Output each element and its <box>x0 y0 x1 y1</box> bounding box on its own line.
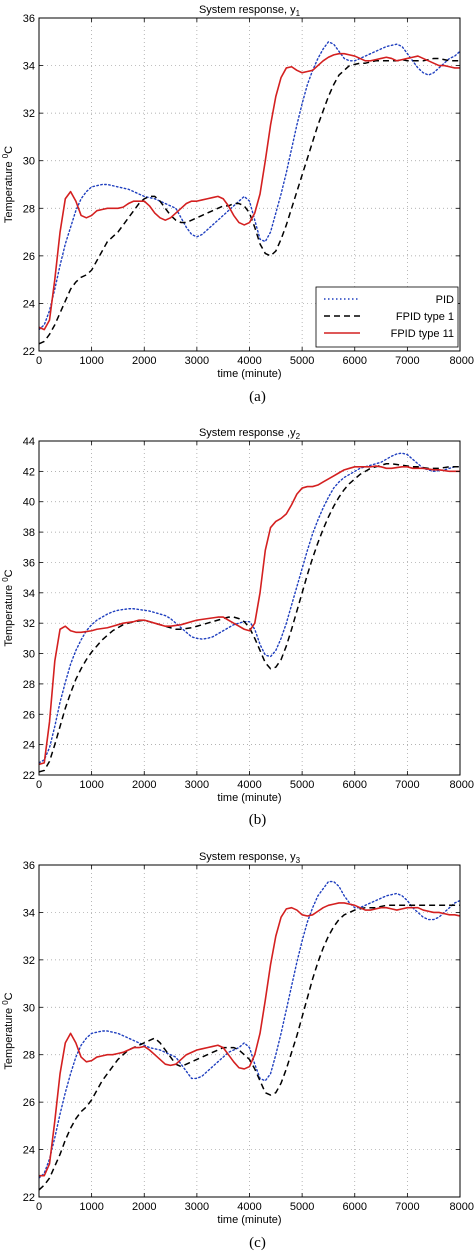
y-tick-label: 26 <box>23 1097 35 1109</box>
x-tick-label: 4000 <box>237 779 261 791</box>
y-tick-label: 28 <box>23 679 35 691</box>
y-tick-label: 44 <box>23 436 35 448</box>
legend: PID FPID type 1 FPID type 11 <box>315 286 459 348</box>
x-tick-label: 2000 <box>132 1201 156 1213</box>
x-tick-label: 5000 <box>290 1201 314 1213</box>
chart-title: System response, y1 <box>199 4 301 18</box>
series-line-1 <box>39 452 460 764</box>
y-tick-label: 36 <box>23 557 35 569</box>
x-tick-label: 8000 <box>450 779 474 791</box>
y-axis-label: Temperature 0C <box>1 146 15 223</box>
y-tick-label: 42 <box>23 466 35 478</box>
x-tick-label: 3000 <box>185 355 209 367</box>
legend-label: FPID type 11 <box>391 328 454 340</box>
y-tick-label: 24 <box>23 1145 35 1157</box>
x-tick-label: 7000 <box>395 1201 419 1213</box>
x-tick-label: 0 <box>36 779 42 791</box>
x-tick-label: 0 <box>36 355 42 367</box>
y-tick-label: 26 <box>23 251 35 263</box>
x-tick-label: 1000 <box>79 355 103 367</box>
legend-label: FPID type 1 <box>396 311 454 323</box>
x-tick-label: 4000 <box>237 1201 261 1213</box>
chart-title: System response ,y2 <box>199 427 301 441</box>
y-tick-label: 22 <box>23 770 35 782</box>
legend-label: PID <box>436 294 454 306</box>
y-tick-label: 30 <box>23 156 35 168</box>
x-tick-label: 3000 <box>185 779 209 791</box>
x-tick-label: 8000 <box>450 1201 474 1213</box>
x-tick-label: 6000 <box>343 1201 367 1213</box>
y-tick-label: 22 <box>23 1192 35 1204</box>
chart-panel-1: 0 1000 2000 3000 4000 5000 6000 7000 8000 22 24 26 2… <box>1 4 474 405</box>
panel-caption: (a) <box>249 389 266 405</box>
x-tick-label: 2000 <box>132 355 156 367</box>
x-axis-label: time (minute) <box>217 368 281 380</box>
x-tick-label: 6000 <box>343 779 367 791</box>
series-line-3 <box>39 465 460 766</box>
y-tick-label: 40 <box>23 497 35 509</box>
y-tick-label: 28 <box>23 1050 35 1062</box>
y-tick-label: 32 <box>23 618 35 630</box>
series-line-3 <box>39 902 460 1177</box>
panel-caption: (b) <box>249 812 267 828</box>
series-line-2 <box>39 904 460 1191</box>
legend-box <box>315 286 459 348</box>
y-tick-label: 24 <box>23 298 35 310</box>
chart-panel-3: 0 1000 2000 3000 4000 5000 6000 7000 8000 22 24 26 2… <box>1 851 474 1251</box>
x-tick-label: 7000 <box>395 779 419 791</box>
y-tick-label: 34 <box>23 588 35 600</box>
y-tick-label: 36 <box>23 13 35 25</box>
x-tick-label: 6000 <box>343 355 367 367</box>
y-tick-label: 32 <box>23 108 35 120</box>
x-tick-label: 5000 <box>290 779 314 791</box>
y-tick-label: 36 <box>23 860 35 872</box>
plot-frame <box>38 440 461 776</box>
x-tick-label: 1000 <box>79 779 103 791</box>
y-tick-label: 34 <box>23 61 35 73</box>
y-tick-label: 30 <box>23 1002 35 1014</box>
y-tick-label: 26 <box>23 709 35 721</box>
y-tick-label: 30 <box>23 649 35 661</box>
series-line-3 <box>39 52 460 331</box>
x-tick-label: 1000 <box>79 1201 103 1213</box>
y-tick-label: 38 <box>23 527 35 539</box>
x-axis-label: time (minute) <box>217 792 281 804</box>
chart-panel-2: 0 1000 2000 3000 4000 5000 6000 7000 8000 22 24 26 2… <box>1 427 474 828</box>
y-tick-label: 34 <box>23 907 35 919</box>
y-tick-label: 28 <box>23 203 35 215</box>
x-tick-label: 2000 <box>132 779 156 791</box>
x-tick-label: 8000 <box>450 355 474 367</box>
x-axis-label: time (minute) <box>217 1214 281 1226</box>
y-tick-label: 24 <box>23 740 35 752</box>
x-tick-label: 3000 <box>185 1201 209 1213</box>
y-axis-label: Temperature 0C <box>1 569 15 646</box>
x-tick-label: 4000 <box>237 355 261 367</box>
series-line-1 <box>39 880 460 1179</box>
y-axis-label: Temperature 0C <box>1 992 15 1069</box>
series-line-1 <box>39 41 460 331</box>
panel-caption: (c) <box>249 1235 266 1251</box>
x-tick-label: 0 <box>36 1201 42 1213</box>
y-tick-label: 22 <box>23 346 35 358</box>
x-tick-label: 7000 <box>395 355 419 367</box>
chart-title: System response, y3 <box>199 851 301 865</box>
y-tick-label: 32 <box>23 955 35 967</box>
x-tick-label: 5000 <box>290 355 314 367</box>
